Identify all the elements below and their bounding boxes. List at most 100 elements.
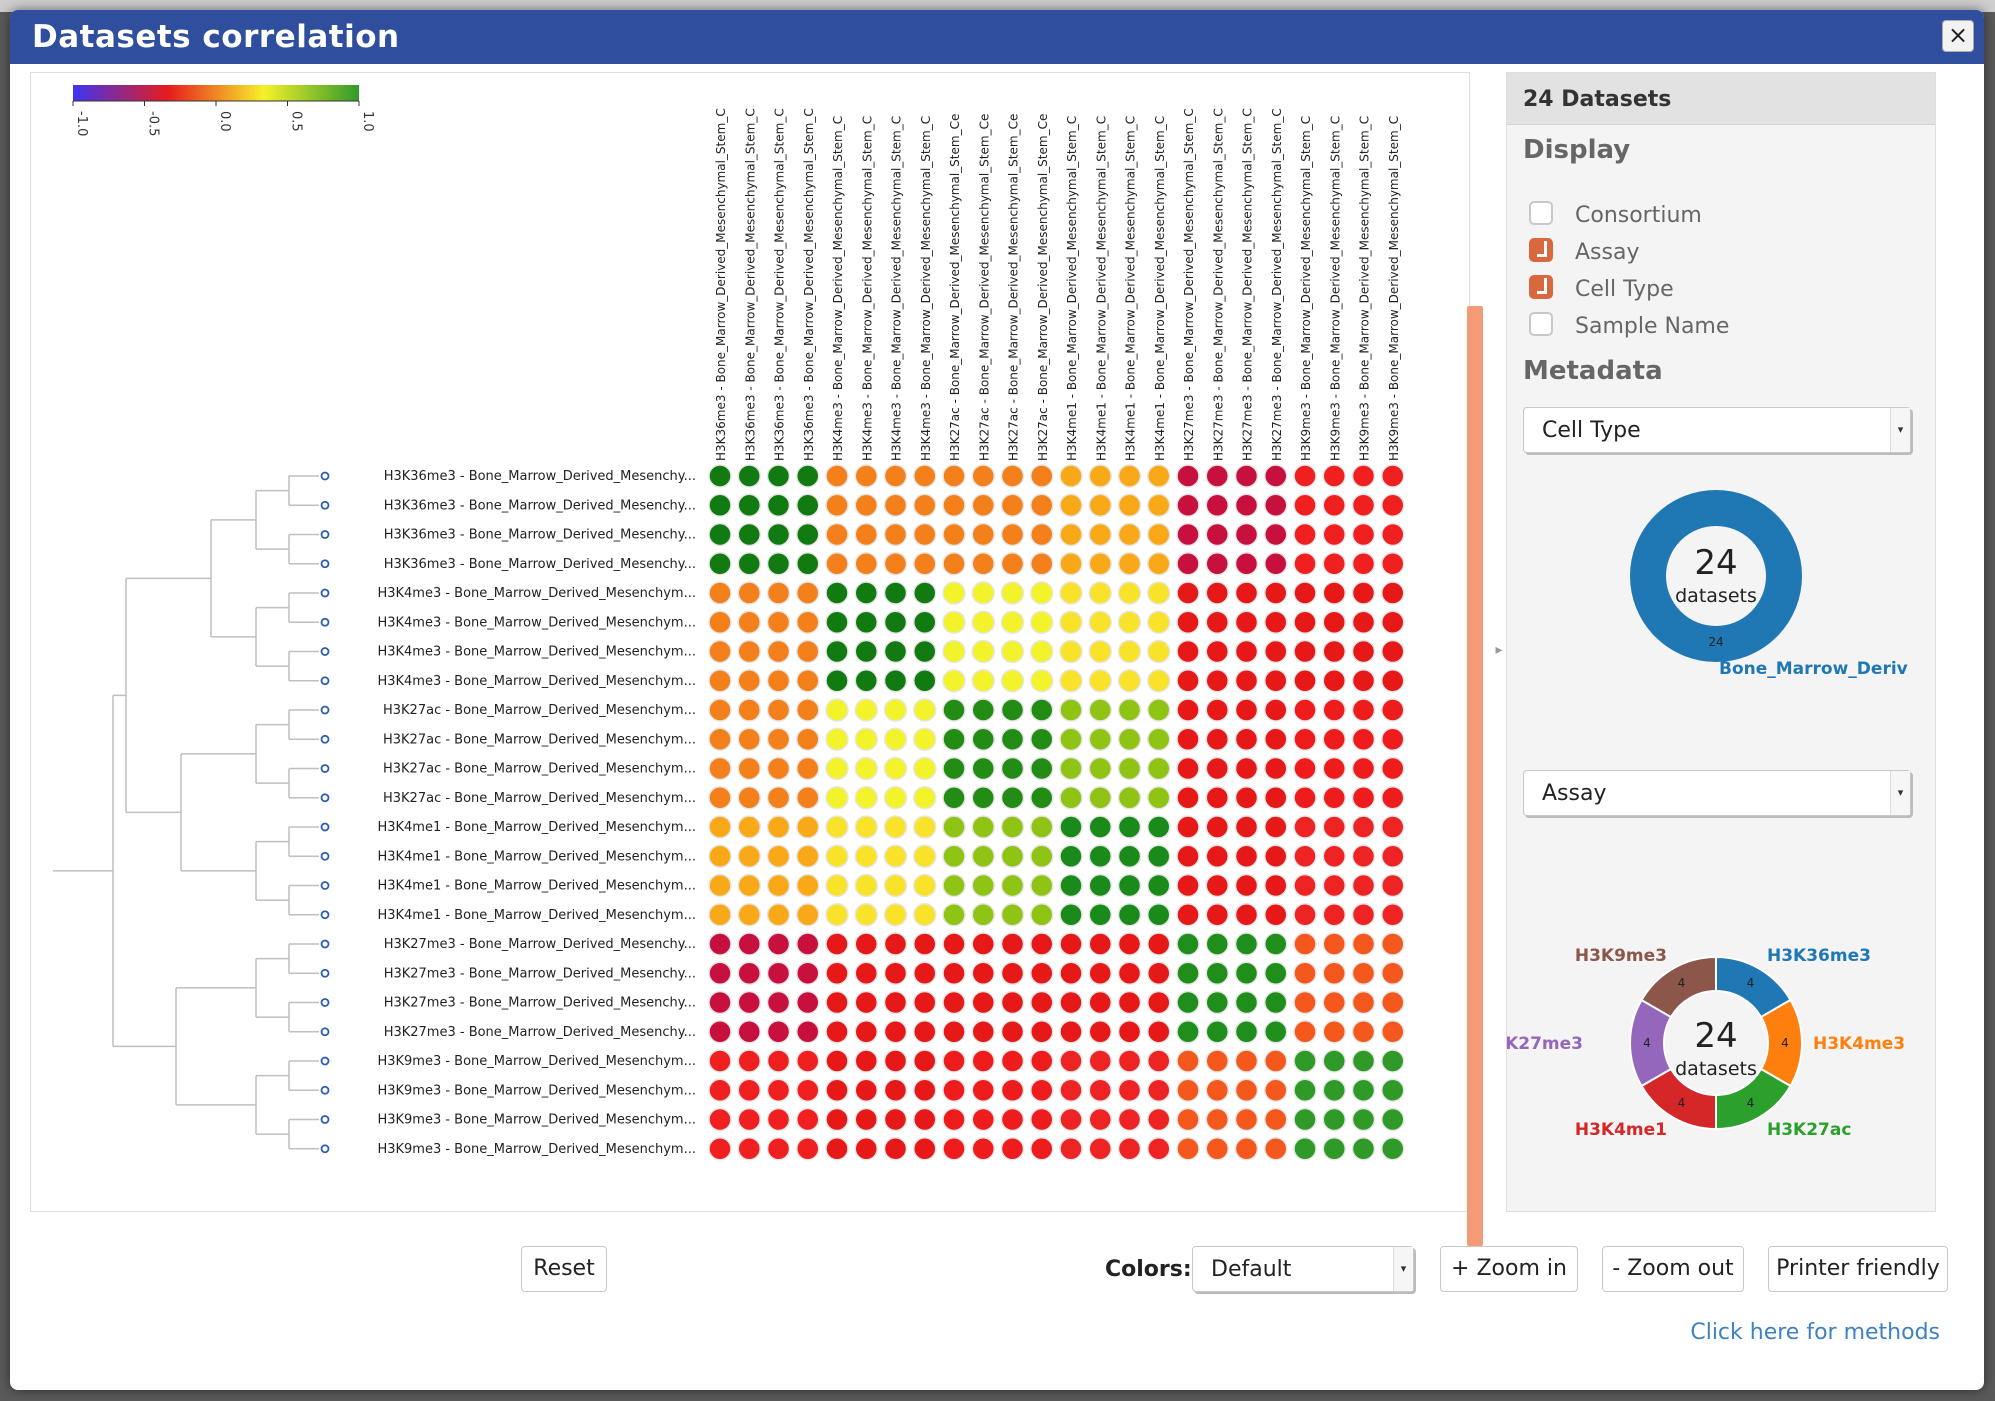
correlation-dot[interactable] [1205,493,1229,517]
correlation-dot[interactable] [1322,844,1346,868]
correlation-dot[interactable] [1059,756,1083,781]
correlation-dot[interactable] [1322,1049,1346,1073]
metadata-select-assay[interactable]: Assay ▾ [1523,770,1911,816]
correlation-dot[interactable] [1000,873,1025,898]
correlation-dot[interactable] [1205,932,1229,956]
correlation-dot[interactable] [1117,727,1142,751]
collapse-sidebar-icon[interactable]: ▸ [1495,642,1503,658]
correlation-dot[interactable] [1000,961,1025,985]
correlation-dot[interactable] [1000,698,1025,722]
correlation-dot[interactable] [1322,698,1346,722]
correlation-dot[interactable] [1059,610,1083,634]
correlation-dot[interactable] [1322,552,1346,576]
correlation-dot[interactable] [708,581,732,605]
correlation-dot[interactable] [1088,639,1112,664]
correlation-dot[interactable] [913,1078,937,1102]
correlation-dot[interactable] [1117,1107,1142,1132]
correlation-dot[interactable] [1117,815,1142,839]
correlation-dot[interactable] [1059,903,1083,927]
correlation-dot[interactable] [1030,873,1054,898]
correlation-dot[interactable] [766,873,791,898]
correlation-dot[interactable] [1117,756,1142,781]
correlation-dot[interactable] [737,961,761,985]
correlation-dot[interactable] [913,552,937,576]
correlation-dot[interactable] [1117,932,1142,956]
correlation-dot[interactable] [766,639,791,664]
correlation-dot[interactable] [942,522,966,547]
correlation-dot[interactable] [766,727,791,751]
correlation-dot[interactable] [1351,932,1376,956]
correlation-dot[interactable] [737,698,761,722]
leaf-node-icon[interactable] [320,1144,330,1154]
correlation-dot[interactable] [883,844,908,868]
correlation-dot[interactable] [1322,786,1346,810]
correlation-dot[interactable] [1147,756,1171,781]
correlation-dot[interactable] [1088,522,1112,547]
correlation-dot[interactable] [1264,844,1288,868]
correlation-dot[interactable] [708,1078,732,1102]
correlation-dot[interactable] [1117,581,1142,605]
correlation-dot[interactable] [1117,522,1142,547]
correlation-dot[interactable] [942,669,966,693]
leaf-node-icon[interactable] [320,822,330,832]
correlation-dot[interactable] [942,464,966,488]
correlation-dot[interactable] [825,844,849,868]
correlation-dot[interactable] [1351,522,1376,547]
correlation-dot[interactable] [913,844,937,868]
correlation-dot[interactable] [1030,493,1054,517]
correlation-dot[interactable] [825,639,849,664]
correlation-dot[interactable] [913,756,937,781]
correlation-dot[interactable] [825,1078,849,1102]
correlation-dot[interactable] [737,464,761,488]
correlation-dot[interactable] [1117,610,1142,634]
correlation-dot[interactable] [1147,961,1171,985]
correlation-dot[interactable] [1205,669,1229,693]
correlation-dot[interactable] [1059,581,1083,605]
correlation-dot[interactable] [1147,669,1171,693]
correlation-dot[interactable] [1088,698,1112,722]
correlation-dot[interactable] [883,903,908,927]
checkbox[interactable] [1529,275,1553,299]
correlation-dot[interactable] [766,932,791,956]
correlation-dot[interactable] [1205,581,1229,605]
correlation-dot[interactable] [1322,581,1346,605]
correlation-dot[interactable] [1351,581,1376,605]
correlation-dot[interactable] [1176,1049,1200,1073]
correlation-dot[interactable] [1059,1078,1083,1102]
correlation-dot[interactable] [1205,961,1229,985]
correlation-dot[interactable] [1234,669,1259,693]
correlation-dot[interactable] [1234,610,1259,634]
correlation-dot[interactable] [913,610,937,634]
correlation-dot[interactable] [1205,1078,1229,1102]
correlation-dot[interactable] [1059,639,1083,664]
correlation-dot[interactable] [796,552,820,576]
correlation-dot[interactable] [1176,990,1200,1015]
leaf-node-icon[interactable] [320,851,330,861]
correlation-dot[interactable] [1147,932,1171,956]
correlation-dot[interactable] [737,581,761,605]
correlation-dot[interactable] [825,493,849,517]
correlation-dot[interactable] [1234,932,1259,956]
correlation-dot[interactable] [1293,903,1317,927]
correlation-dot[interactable] [913,990,937,1015]
leaf-node-icon[interactable] [320,588,330,598]
correlation-dot[interactable] [1000,1078,1025,1102]
correlation-dot[interactable] [1147,815,1171,839]
correlation-dot[interactable] [913,698,937,722]
correlation-dot[interactable] [737,844,761,868]
correlation-dot[interactable] [766,669,791,693]
correlation-dot[interactable] [971,903,995,927]
correlation-dot[interactable] [1381,522,1405,547]
correlation-dot[interactable] [796,815,820,839]
correlation-dot[interactable] [883,581,908,605]
correlation-dot[interactable] [708,493,732,517]
correlation-dot[interactable] [1088,815,1112,839]
correlation-dot[interactable] [737,932,761,956]
correlation-dot[interactable] [796,1049,820,1073]
correlation-dot[interactable] [854,727,878,751]
correlation-dot[interactable] [1381,815,1405,839]
correlation-dot[interactable] [854,990,878,1015]
correlation-dot[interactable] [1147,552,1171,576]
correlation-dot[interactable] [854,1107,878,1132]
correlation-dot[interactable] [1293,464,1317,488]
